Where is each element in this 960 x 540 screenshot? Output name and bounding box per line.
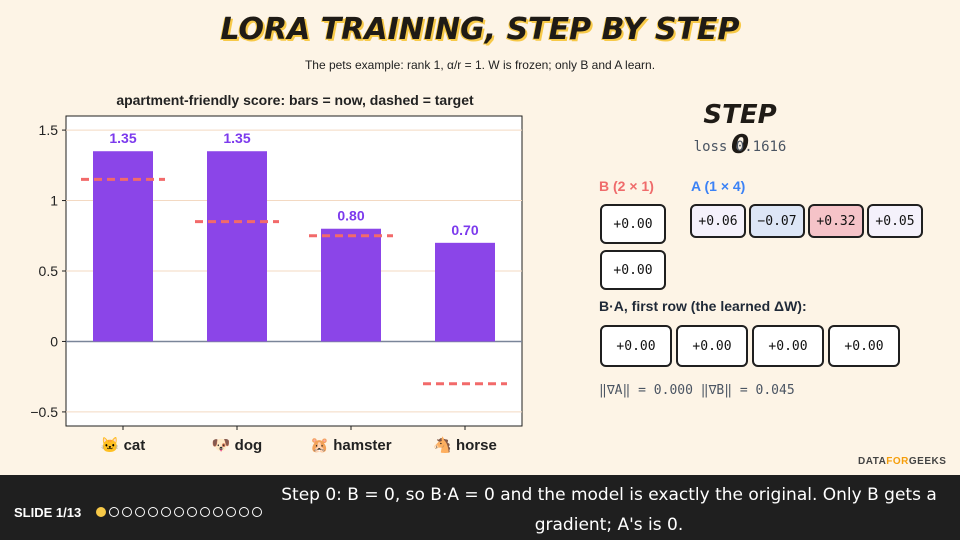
slide-dot[interactable] <box>239 507 249 517</box>
slide-dot[interactable] <box>252 507 262 517</box>
bar <box>93 151 153 342</box>
x-tick-label: 🐴 horse <box>433 436 497 454</box>
slide-dot[interactable] <box>161 507 171 517</box>
ba-cell: +0.00 <box>752 325 824 367</box>
bar-value-label: 0.80 <box>337 208 364 224</box>
bar-value-label: 0.70 <box>451 222 478 238</box>
ba-row-label: B·A, first row (the learned ΔW): <box>599 298 807 314</box>
page-subtitle: The pets example: rank 1, α/r = 1. W is … <box>304 58 656 72</box>
y-tick-label: 1 <box>50 193 58 209</box>
step-title: STEP 0 <box>703 100 777 160</box>
matrix-a-cell: +0.05 <box>867 204 923 238</box>
slide-dot[interactable] <box>200 507 210 517</box>
ba-cell: +0.00 <box>600 325 672 367</box>
y-tick-label: 1.5 <box>39 122 59 138</box>
bar <box>435 242 495 342</box>
slide-dot[interactable] <box>226 507 236 517</box>
matrix-b-cell: +0.00 <box>600 204 666 244</box>
slide-dot[interactable] <box>135 507 145 517</box>
brand-logo: DATAFORGEEKS <box>858 456 947 467</box>
slide-dot[interactable] <box>174 507 184 517</box>
slide-dot[interactable] <box>187 507 197 517</box>
chart-title: apartment-friendly score: bars = now, da… <box>116 92 474 108</box>
y-tick-label: −0.5 <box>30 404 58 420</box>
bar <box>207 151 267 342</box>
matrix-a-cell: −0.07 <box>749 204 805 238</box>
slide-dot[interactable] <box>122 507 132 517</box>
matrix-b-cell: +0.00 <box>600 250 666 290</box>
slide-dot[interactable] <box>148 507 158 517</box>
gradient-norms: ‖∇A‖ = 0.000 ‖∇B‖ = 0.045 <box>599 383 795 398</box>
matrix-b-label: B (2 × 1) <box>599 178 654 194</box>
ba-cell: +0.00 <box>828 325 900 367</box>
page-title: LORA TRAINING, STEP BY STEP <box>220 12 740 47</box>
x-tick-label: 🐶 dog <box>212 437 262 454</box>
bar-value-label: 1.35 <box>109 130 136 146</box>
matrix-a-label: A (1 × 4) <box>691 178 746 194</box>
y-tick-label: 0 <box>50 333 58 349</box>
slide-dot[interactable] <box>96 507 106 517</box>
matrix-a-cell: +0.32 <box>808 204 864 238</box>
slide-progress-dots <box>96 507 262 517</box>
matrix-a-cell: +0.06 <box>690 204 746 238</box>
slide-counter: SLIDE 1/13 <box>14 505 82 520</box>
slide-dot[interactable] <box>213 507 223 517</box>
footer-bar <box>0 475 960 540</box>
bar-value-label: 1.35 <box>223 130 250 146</box>
loss-value: loss 0.1616 <box>693 139 787 155</box>
x-tick-label: 🐹 hamster <box>310 437 391 454</box>
bar <box>321 228 381 342</box>
bar-chart: 1.5 1 0.5 0 −0.5 1.35 🐱 cat 1.35 🐶 dog 0.80 🐹 hams… <box>30 115 523 454</box>
ba-cell: +0.00 <box>676 325 748 367</box>
slide-caption: Step 0: B = 0, so B·A = 0 and the model … <box>281 485 937 535</box>
slide-dot[interactable] <box>109 507 119 517</box>
y-tick-label: 0.5 <box>39 263 59 279</box>
x-tick-label: 🐱 cat <box>101 436 146 454</box>
